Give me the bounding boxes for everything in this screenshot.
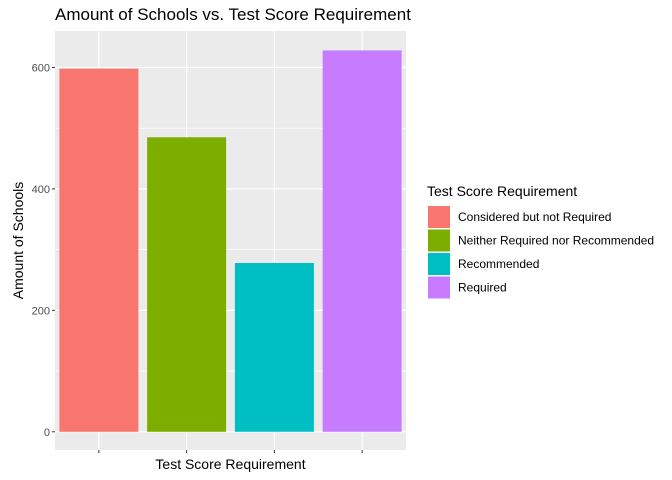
bar [234,262,314,432]
legend-label: Recommended [458,257,539,271]
bar [147,137,227,432]
y-tick-label: 0 [44,427,50,439]
legend-label: Considered but not Required [458,210,611,224]
legend-key [428,276,450,299]
legend-key [428,206,450,228]
legend-label: Required [458,281,507,295]
y-axis-title: Amount of Schools [10,182,26,300]
y-tick-label: 400 [32,184,50,196]
legend-key [428,253,450,275]
legend-label: Neither Required nor Recommended [458,234,654,248]
bar [59,68,139,432]
legend: Test Score Requirement Considered but no… [427,183,654,299]
x-axis-ticks [98,450,363,453]
y-tick-label: 600 [32,62,50,74]
y-axis-ticks: 0 200 400 600 [32,62,55,439]
legend-key [428,229,450,252]
chart-title: Amount of Schools vs. Test Score Require… [55,5,411,24]
y-tick-label: 200 [32,305,50,317]
bars [59,50,402,432]
bar [322,50,402,432]
legend-title: Test Score Requirement [427,183,577,199]
x-axis-title: Test Score Requirement [155,456,305,472]
